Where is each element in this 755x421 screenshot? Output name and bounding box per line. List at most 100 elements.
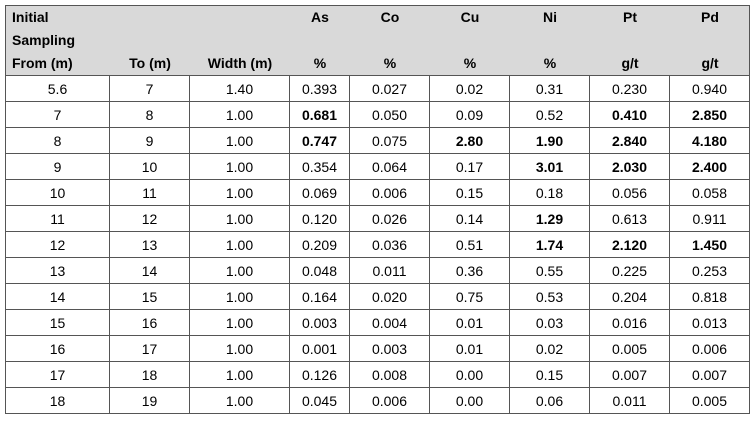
table-cell: 0.02: [430, 76, 510, 102]
table-cell: 1.29: [510, 206, 590, 232]
table-cell: 0.393: [290, 76, 350, 102]
table-cell: 2.80: [430, 128, 510, 154]
table-cell: 0.53: [510, 284, 590, 310]
table-cell: 0.01: [430, 336, 510, 362]
table-cell: 0.52: [510, 102, 590, 128]
table-cell: 16: [5, 336, 110, 362]
table-cell: 9: [110, 128, 190, 154]
column-header: Pt: [623, 9, 637, 25]
table-cell: 0.02: [510, 336, 590, 362]
table-cell: 1.00: [190, 258, 290, 284]
table-cell: 0.050: [350, 102, 430, 128]
table-cell: 0.003: [350, 336, 430, 362]
table-cell: 1.00: [190, 388, 290, 414]
table-cell: 0.00: [430, 388, 510, 414]
table-cell: 0.03: [510, 310, 590, 336]
table-cell: 0.036: [350, 232, 430, 258]
table-cell: 5.6: [5, 76, 110, 102]
table-cell: 0.003: [290, 310, 350, 336]
column-header: To (m): [129, 55, 171, 71]
table-cell: 12: [5, 232, 110, 258]
table-cell: 1.74: [510, 232, 590, 258]
table-cell: 0.048: [290, 258, 350, 284]
table-cell: 8: [5, 128, 110, 154]
table-cell: 3.01: [510, 154, 590, 180]
table-cell: 0.026: [350, 206, 430, 232]
table-cell: 0.164: [290, 284, 350, 310]
table-cell: 0.056: [590, 180, 670, 206]
table-cell: 14: [110, 258, 190, 284]
table-cell: 0.940: [670, 76, 750, 102]
table-cell: 11: [5, 206, 110, 232]
table-cell: 0.075: [350, 128, 430, 154]
table-cell: 17: [110, 336, 190, 362]
table-cell: 0.18: [510, 180, 590, 206]
table-cell: 0.008: [350, 362, 430, 388]
table-cell: 1.00: [190, 154, 290, 180]
table-cell: 15: [5, 310, 110, 336]
table-cell: 0.011: [590, 388, 670, 414]
table-cell: 0.027: [350, 76, 430, 102]
table-cell: 10: [5, 180, 110, 206]
table-cell: 1.00: [190, 180, 290, 206]
table-cell: 0.06: [510, 388, 590, 414]
table-cell: 0.016: [590, 310, 670, 336]
table-cell: 1.00: [190, 206, 290, 232]
table-cell: 1.90: [510, 128, 590, 154]
column-header: %: [543, 55, 557, 71]
table-cell: 0.006: [670, 336, 750, 362]
table-cell: 9: [5, 154, 110, 180]
table-cell: 11: [110, 180, 190, 206]
table-cell: 1.40: [190, 76, 290, 102]
table-cell: 12: [110, 206, 190, 232]
table-cell: 0.126: [290, 362, 350, 388]
table-cell: 2.840: [590, 128, 670, 154]
column-header: Cu: [460, 9, 480, 25]
table-cell: 0.17: [430, 154, 510, 180]
table-cell: 0.204: [590, 284, 670, 310]
table-cell: 17: [5, 362, 110, 388]
table-cell: 0.09: [430, 102, 510, 128]
table-cell: 0.75: [430, 284, 510, 310]
table-cell: 0.911: [670, 206, 750, 232]
table-cell: 0.747: [290, 128, 350, 154]
table-cell: 0.120: [290, 206, 350, 232]
table-cell: 10: [110, 154, 190, 180]
table-cell: 0.006: [350, 388, 430, 414]
table-cell: 0.045: [290, 388, 350, 414]
column-header: %: [383, 55, 397, 71]
table-cell: 13: [110, 232, 190, 258]
table-cell: 13: [5, 258, 110, 284]
table-cell: 0.209: [290, 232, 350, 258]
table-cell: 2.850: [670, 102, 750, 128]
table-cell: 1.00: [190, 310, 290, 336]
table-cell: 0.020: [350, 284, 430, 310]
header-background: [5, 5, 750, 76]
column-header: %: [463, 55, 477, 71]
table-cell: 0.14: [430, 206, 510, 232]
table-cell: 1.00: [190, 336, 290, 362]
table-cell: 0.225: [590, 258, 670, 284]
table-cell: 0.354: [290, 154, 350, 180]
table-cell: 0.007: [670, 362, 750, 388]
table-cell: 1.00: [190, 128, 290, 154]
column-header: Ni: [543, 9, 557, 25]
table-cell: 0.36: [430, 258, 510, 284]
table-cell: 16: [110, 310, 190, 336]
table-cell: 1.450: [670, 232, 750, 258]
table-cell: 15: [110, 284, 190, 310]
table-cell: 0.004: [350, 310, 430, 336]
table-cell: 0.55: [510, 258, 590, 284]
table-cell: 18: [5, 388, 110, 414]
table-cell: 2.030: [590, 154, 670, 180]
column-header: From (m): [12, 55, 73, 71]
table-cell: 0.15: [430, 180, 510, 206]
table-cell: 0.011: [350, 258, 430, 284]
table-cell: 0.681: [290, 102, 350, 128]
table-cell: 1.00: [190, 232, 290, 258]
column-header: g/t: [621, 55, 639, 71]
column-header: Width (m): [207, 55, 273, 71]
table-cell: 0.01: [430, 310, 510, 336]
table-cell: 0.31: [510, 76, 590, 102]
